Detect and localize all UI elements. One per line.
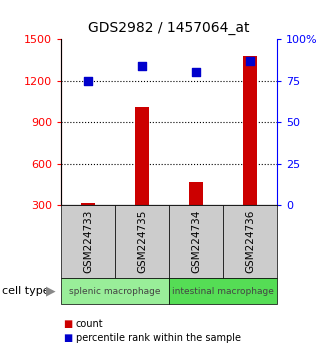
Title: GDS2982 / 1457064_at: GDS2982 / 1457064_at [88, 21, 250, 35]
Text: GSM224735: GSM224735 [137, 210, 147, 273]
Text: ▶: ▶ [46, 285, 56, 298]
Point [85, 78, 91, 84]
Text: percentile rank within the sample: percentile rank within the sample [76, 333, 241, 343]
Point [193, 69, 199, 75]
Text: count: count [76, 319, 104, 329]
Text: ■: ■ [63, 333, 72, 343]
Bar [189, 182, 203, 205]
Text: GSM224734: GSM224734 [191, 210, 201, 273]
Text: GSM224736: GSM224736 [245, 210, 255, 273]
Point [140, 63, 145, 68]
Text: cell type: cell type [2, 286, 49, 296]
Text: GSM224733: GSM224733 [83, 210, 93, 273]
Text: splenic macrophage: splenic macrophage [69, 287, 161, 296]
Text: intestinal macrophage: intestinal macrophage [172, 287, 274, 296]
Text: ■: ■ [63, 319, 72, 329]
Bar [244, 56, 257, 205]
Bar [135, 107, 149, 205]
Bar [81, 202, 95, 205]
Point [248, 58, 253, 63]
